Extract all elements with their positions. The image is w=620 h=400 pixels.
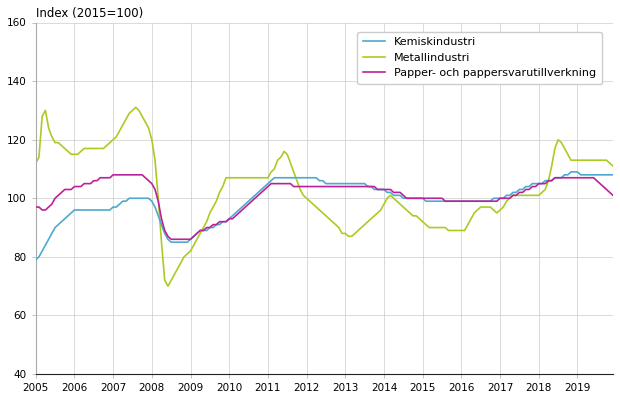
Line: Kemiskindustri: Kemiskindustri <box>36 172 613 260</box>
Papper- och pappersvarutillverkning <box>551 175 559 180</box>
Papper- och pappersvarutillverkning <box>109 172 117 177</box>
Metallindustri <box>32 161 40 166</box>
Kemiskindustri <box>42 243 49 248</box>
Kemiskindustri <box>32 257 40 262</box>
Metallindustri <box>132 105 140 110</box>
Papper- och pappersvarutillverkning <box>258 190 265 195</box>
Papper- och pappersvarutillverkning <box>167 237 175 242</box>
Kemiskindustri <box>100 208 107 212</box>
Metallindustri <box>154 196 162 201</box>
Text: Index (2015=100): Index (2015=100) <box>36 7 143 20</box>
Metallindustri <box>258 175 265 180</box>
Metallindustri <box>609 164 617 168</box>
Metallindustri <box>551 146 559 151</box>
Kemiskindustri <box>251 193 259 198</box>
Metallindustri <box>164 284 172 288</box>
Papper- och pappersvarutillverkning <box>100 175 107 180</box>
Kemiskindustri <box>567 170 575 174</box>
Metallindustri <box>596 158 604 162</box>
Kemiskindustri <box>545 178 552 183</box>
Papper- och pappersvarutillverkning <box>609 193 617 198</box>
Kemiskindustri <box>609 172 617 177</box>
Legend: Kemiskindustri, Metallindustri, Papper- och pappersvarutillverkning: Kemiskindustri, Metallindustri, Papper- … <box>357 32 602 84</box>
Line: Papper- och pappersvarutillverkning: Papper- och pappersvarutillverkning <box>36 175 613 239</box>
Papper- och pappersvarutillverkning <box>42 208 49 212</box>
Papper- och pappersvarutillverkning <box>596 181 604 186</box>
Kemiskindustri <box>151 205 159 210</box>
Papper- och pappersvarutillverkning <box>32 205 40 210</box>
Metallindustri <box>100 146 107 151</box>
Metallindustri <box>42 108 49 113</box>
Papper- och pappersvarutillverkning <box>154 199 162 204</box>
Line: Metallindustri: Metallindustri <box>36 108 613 286</box>
Kemiskindustri <box>593 172 601 177</box>
